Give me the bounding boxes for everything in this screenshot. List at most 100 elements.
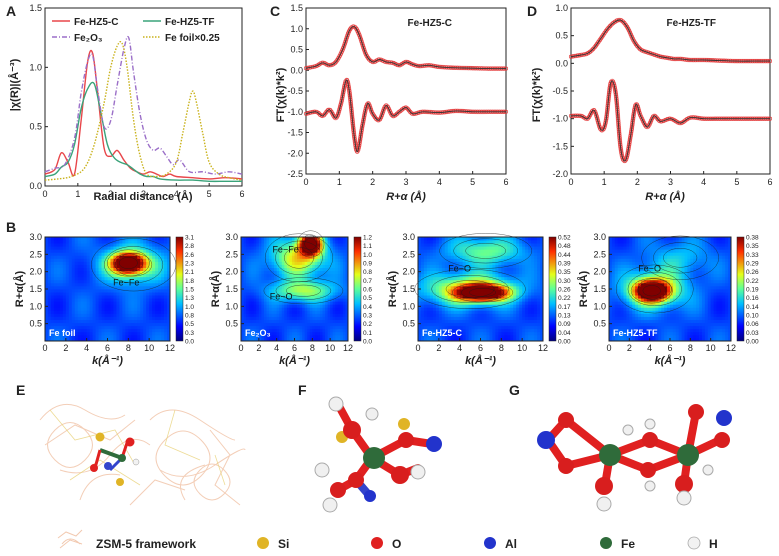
heatmap-cell: [444, 319, 449, 324]
heatmap-cell: [501, 273, 505, 278]
panel-c-data-point: [379, 113, 384, 118]
heatmap-cell: [510, 328, 514, 333]
heatmap-cell: [432, 249, 437, 253]
heatmap-cell: [119, 289, 123, 293]
heatmap-cell: [241, 289, 244, 293]
heatmap-cell: [137, 307, 141, 311]
heatmap-cell: [137, 316, 141, 320]
heatmap-cell: [420, 273, 425, 278]
heatmap-cell: [131, 258, 135, 262]
heatmap-cell: [98, 240, 102, 244]
heatmap-cell: [161, 328, 165, 333]
heatmap-cell: [116, 282, 120, 287]
heatmap-cell: [284, 285, 288, 290]
heatmap-cell: [507, 261, 511, 265]
heatmap-cell: [325, 273, 329, 278]
heatmap-cell: [299, 240, 303, 244]
heatmap-cell: [258, 255, 262, 259]
heatmap-cell: [309, 334, 313, 339]
heatmap-cell: [284, 325, 288, 330]
heatmap-cell: [98, 252, 102, 256]
heatmap-cell: [314, 255, 318, 259]
panel-d-data-point: [639, 114, 644, 120]
heatmap-cell: [418, 331, 422, 336]
heatmap-cell: [92, 243, 96, 247]
heatmap-cell: [143, 313, 147, 317]
heatmap-cell: [113, 319, 117, 324]
heatmap-cell: [498, 301, 502, 305]
panel-d-data-point: [641, 120, 646, 125]
heatmap-cell: [322, 313, 326, 317]
heatmap-cell: [453, 289, 458, 293]
heatmap-cell: [95, 310, 99, 314]
heatmap-cell: [444, 255, 449, 259]
heatmap-cell: [53, 319, 58, 324]
heatmap-cell: [47, 258, 52, 262]
heatmap-cell: [340, 325, 344, 330]
heatmap-cell: [299, 304, 303, 308]
heatmap-cell: [71, 252, 76, 256]
heatmap-cell: [164, 252, 168, 256]
heatmap-cell: [89, 301, 94, 305]
heatmap-cell: [284, 237, 288, 241]
heatmap-cell: [143, 304, 147, 308]
heatmap-cell: [116, 273, 120, 278]
heatmap-cell: [297, 289, 300, 293]
heatmap-cell: [152, 273, 156, 278]
heatmap-cell: [65, 331, 70, 336]
heatmap-cell: [269, 252, 272, 256]
heatmap-cell: [317, 319, 321, 324]
heatmap-cell: [426, 298, 431, 302]
heatmap-cell: [340, 255, 344, 259]
heatmap-cell: [128, 331, 132, 336]
heatmap-cell: [312, 252, 316, 256]
heatmap-cell: [307, 285, 311, 290]
heatmap-cell: [269, 316, 272, 320]
panel-d-xtick-label: 6: [767, 177, 772, 187]
heatmap-colorbar-label: 1.5: [185, 287, 194, 294]
heatmap-cell: [80, 282, 85, 287]
heatmap-cell: [45, 285, 49, 290]
heatmap-cell: [101, 282, 105, 287]
heatmap-cell: [299, 319, 303, 324]
heatmap-cell: [241, 270, 244, 275]
heatmap-cell: [429, 252, 434, 256]
heatmap-cell: [471, 304, 475, 308]
heatmap-cell: [495, 328, 499, 333]
heatmap-cell: [113, 273, 117, 278]
heatmap-cell: [450, 304, 455, 308]
heatmap-cell: [65, 319, 70, 324]
heatmap-cell: [289, 304, 293, 308]
heatmap-cell: [161, 292, 165, 296]
heatmap-cell: [516, 334, 520, 339]
heatmap-cell: [297, 328, 300, 333]
heatmap-cell: [74, 295, 79, 299]
heatmap-cell: [327, 334, 331, 339]
heatmap-cell: [330, 307, 334, 311]
heatmap-cell: [337, 273, 341, 278]
heatmap-cell: [152, 334, 156, 339]
heatmap-cell: [501, 285, 505, 290]
heatmap-cell: [531, 325, 535, 330]
heatmap-cell: [327, 298, 331, 302]
heatmap-cell: [116, 289, 120, 293]
heatmap-cell: [50, 243, 55, 247]
heatmap-cell: [319, 255, 323, 259]
heatmap-cell: [45, 267, 49, 272]
heatmap-cell: [95, 319, 99, 324]
heatmap-cell: [528, 240, 532, 244]
heatmap-cell: [110, 276, 114, 281]
heatmap-cell: [519, 334, 523, 339]
heatmap-cell: [137, 276, 141, 281]
heatmap-cell: [86, 322, 91, 327]
heatmap-cell: [507, 267, 511, 272]
panel-c-data-point: [386, 106, 391, 111]
heatmap-cell: [50, 279, 55, 284]
heatmap-cell: [284, 316, 288, 320]
heatmap-cell: [107, 258, 111, 262]
heatmap-cell: [104, 261, 108, 265]
heatmap-cell: [327, 243, 331, 247]
heatmap-cell: [447, 301, 452, 305]
heatmap-cell: [131, 295, 135, 299]
heatmap-cell: [489, 252, 493, 256]
